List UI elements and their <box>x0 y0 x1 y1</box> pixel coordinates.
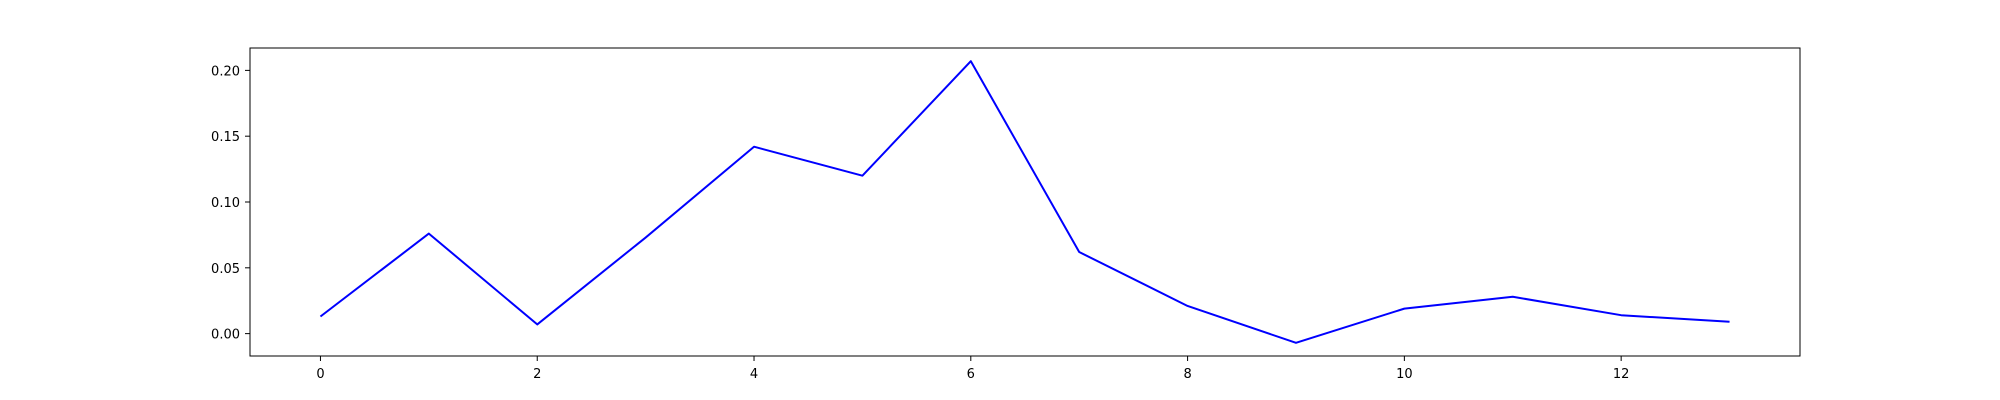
x-tick-label: 4 <box>750 367 758 382</box>
y-tick-label: 0.20 <box>211 64 240 79</box>
x-axis: 0 2 4 6 8 10 12 <box>316 356 1629 382</box>
y-tick-label: 0.10 <box>211 196 240 211</box>
plot-area <box>250 48 1800 356</box>
x-tick-label: 10 <box>1396 367 1413 382</box>
x-tick-label: 6 <box>967 367 975 382</box>
y-tick-label: 0.15 <box>211 130 240 145</box>
plot-frame <box>249 47 1801 357</box>
y-axis: 0.00 0.05 0.10 0.15 0.20 <box>211 64 250 343</box>
x-tick-label: 12 <box>1613 367 1630 382</box>
x-tick-label: 2 <box>533 367 541 382</box>
x-tick-label: 0 <box>316 367 324 382</box>
y-tick-label: 0.05 <box>211 262 240 277</box>
x-tick-label: 8 <box>1183 367 1191 382</box>
series-line <box>319 60 1730 344</box>
series-layer <box>319 60 1730 344</box>
y-tick-label: 0.00 <box>211 328 240 343</box>
